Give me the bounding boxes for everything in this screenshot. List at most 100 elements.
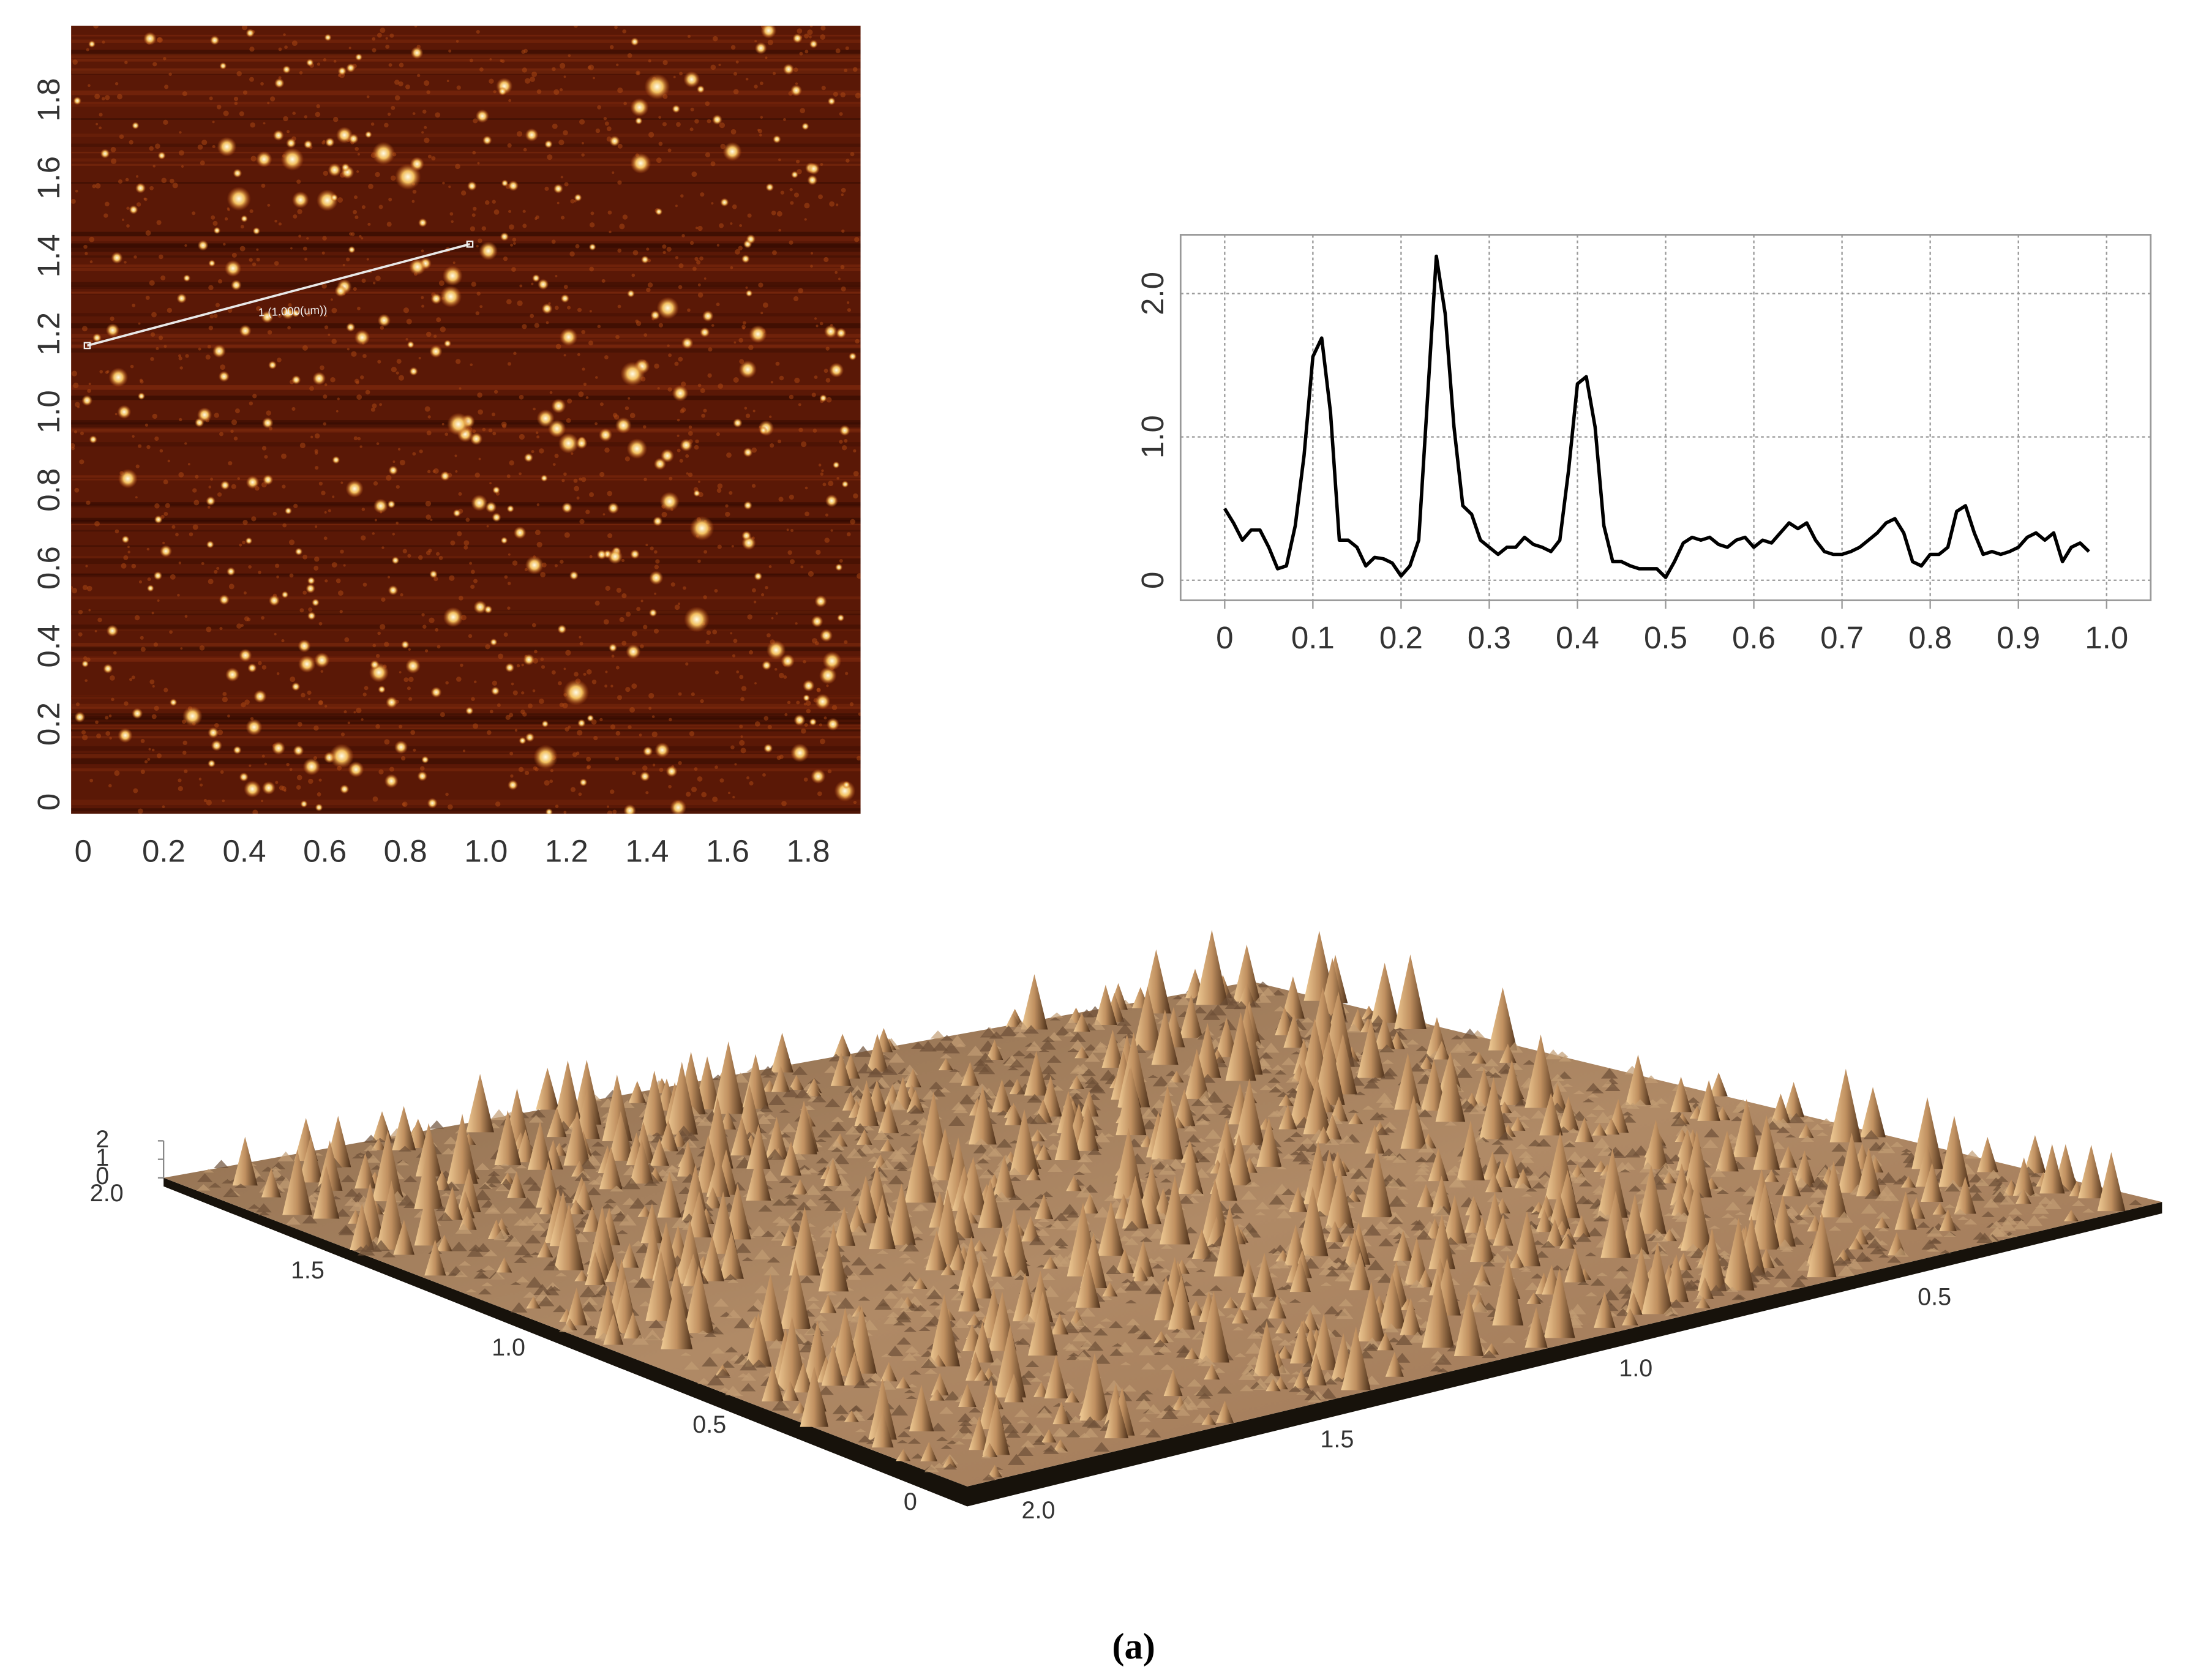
bump (1327, 1242, 1341, 1249)
bump (1945, 1183, 1960, 1192)
particle (653, 516, 663, 527)
grain (366, 95, 370, 99)
peak (1116, 1067, 1147, 1136)
grain (616, 63, 619, 67)
grain (88, 609, 91, 612)
grain (632, 771, 636, 776)
grain (793, 67, 798, 72)
grain (384, 122, 389, 128)
grain (157, 599, 160, 602)
grain (725, 511, 730, 517)
grain (840, 264, 845, 269)
grain (354, 195, 358, 200)
particle (819, 666, 837, 684)
bump (1981, 1211, 1995, 1217)
grain (422, 624, 427, 629)
particle (655, 208, 663, 216)
bump (1089, 1082, 1106, 1093)
grain (669, 476, 673, 481)
bump (258, 1211, 270, 1216)
grain (370, 407, 375, 412)
grain (251, 516, 257, 522)
grain (668, 785, 672, 789)
bump (528, 1115, 544, 1123)
particle (587, 714, 594, 722)
particle (121, 535, 130, 544)
grain (661, 512, 667, 517)
grain (820, 163, 823, 167)
grain (716, 244, 720, 247)
bump (1619, 1169, 1631, 1172)
particle (579, 778, 588, 787)
grain (426, 331, 432, 337)
grain (506, 299, 512, 305)
scan-streak (71, 344, 861, 349)
bump (702, 1357, 718, 1367)
grain (267, 203, 271, 207)
grain (818, 463, 822, 467)
peak (1662, 1172, 1677, 1183)
peak (1026, 1168, 1041, 1180)
peak (974, 1368, 989, 1381)
bump (601, 1203, 614, 1209)
grain (86, 500, 91, 505)
grain (697, 292, 703, 298)
grain (414, 25, 418, 28)
grain (732, 204, 737, 209)
grain (825, 378, 831, 383)
grain (463, 545, 468, 550)
grain (768, 565, 772, 568)
bump (1749, 1265, 1766, 1277)
bump (1592, 1104, 1605, 1110)
grain (178, 471, 184, 478)
grain (256, 257, 260, 262)
grain (658, 141, 663, 146)
bump (1416, 1229, 1432, 1240)
grain (770, 443, 774, 448)
bump (1581, 1199, 1595, 1204)
bump (1373, 1221, 1389, 1229)
particle (574, 193, 582, 202)
bump (851, 1256, 867, 1266)
grain (536, 89, 542, 94)
peak (1820, 1161, 1848, 1218)
grain (688, 425, 692, 429)
bump (919, 1040, 937, 1052)
bump (1247, 1000, 1262, 1008)
grain (377, 32, 382, 38)
bump (1152, 1076, 1170, 1087)
grain (789, 394, 794, 400)
grain (320, 670, 324, 673)
bump (1123, 1220, 1141, 1231)
particle (561, 502, 573, 514)
grain (212, 121, 215, 124)
particle (523, 452, 533, 463)
grain (412, 112, 416, 115)
grain (554, 306, 559, 310)
bump (1582, 1098, 1594, 1103)
scan-streak (71, 610, 861, 615)
grain (538, 699, 544, 704)
bump (1068, 1352, 1080, 1357)
grain (249, 209, 253, 214)
particle (208, 759, 216, 768)
bump (1037, 1218, 1050, 1223)
bump (443, 1181, 460, 1191)
grain (497, 703, 501, 707)
grain (73, 430, 77, 433)
grain (695, 227, 699, 230)
particle (395, 163, 421, 190)
particle (754, 42, 767, 54)
particle (103, 664, 113, 674)
particle (504, 662, 515, 673)
grain (854, 237, 860, 242)
grain (133, 788, 138, 793)
peak (599, 1147, 623, 1190)
grain (92, 184, 96, 189)
bump (1209, 1247, 1221, 1250)
grain (456, 85, 461, 90)
grain (500, 59, 503, 62)
grain (420, 766, 425, 771)
bump (495, 1183, 509, 1191)
grain (615, 334, 620, 339)
